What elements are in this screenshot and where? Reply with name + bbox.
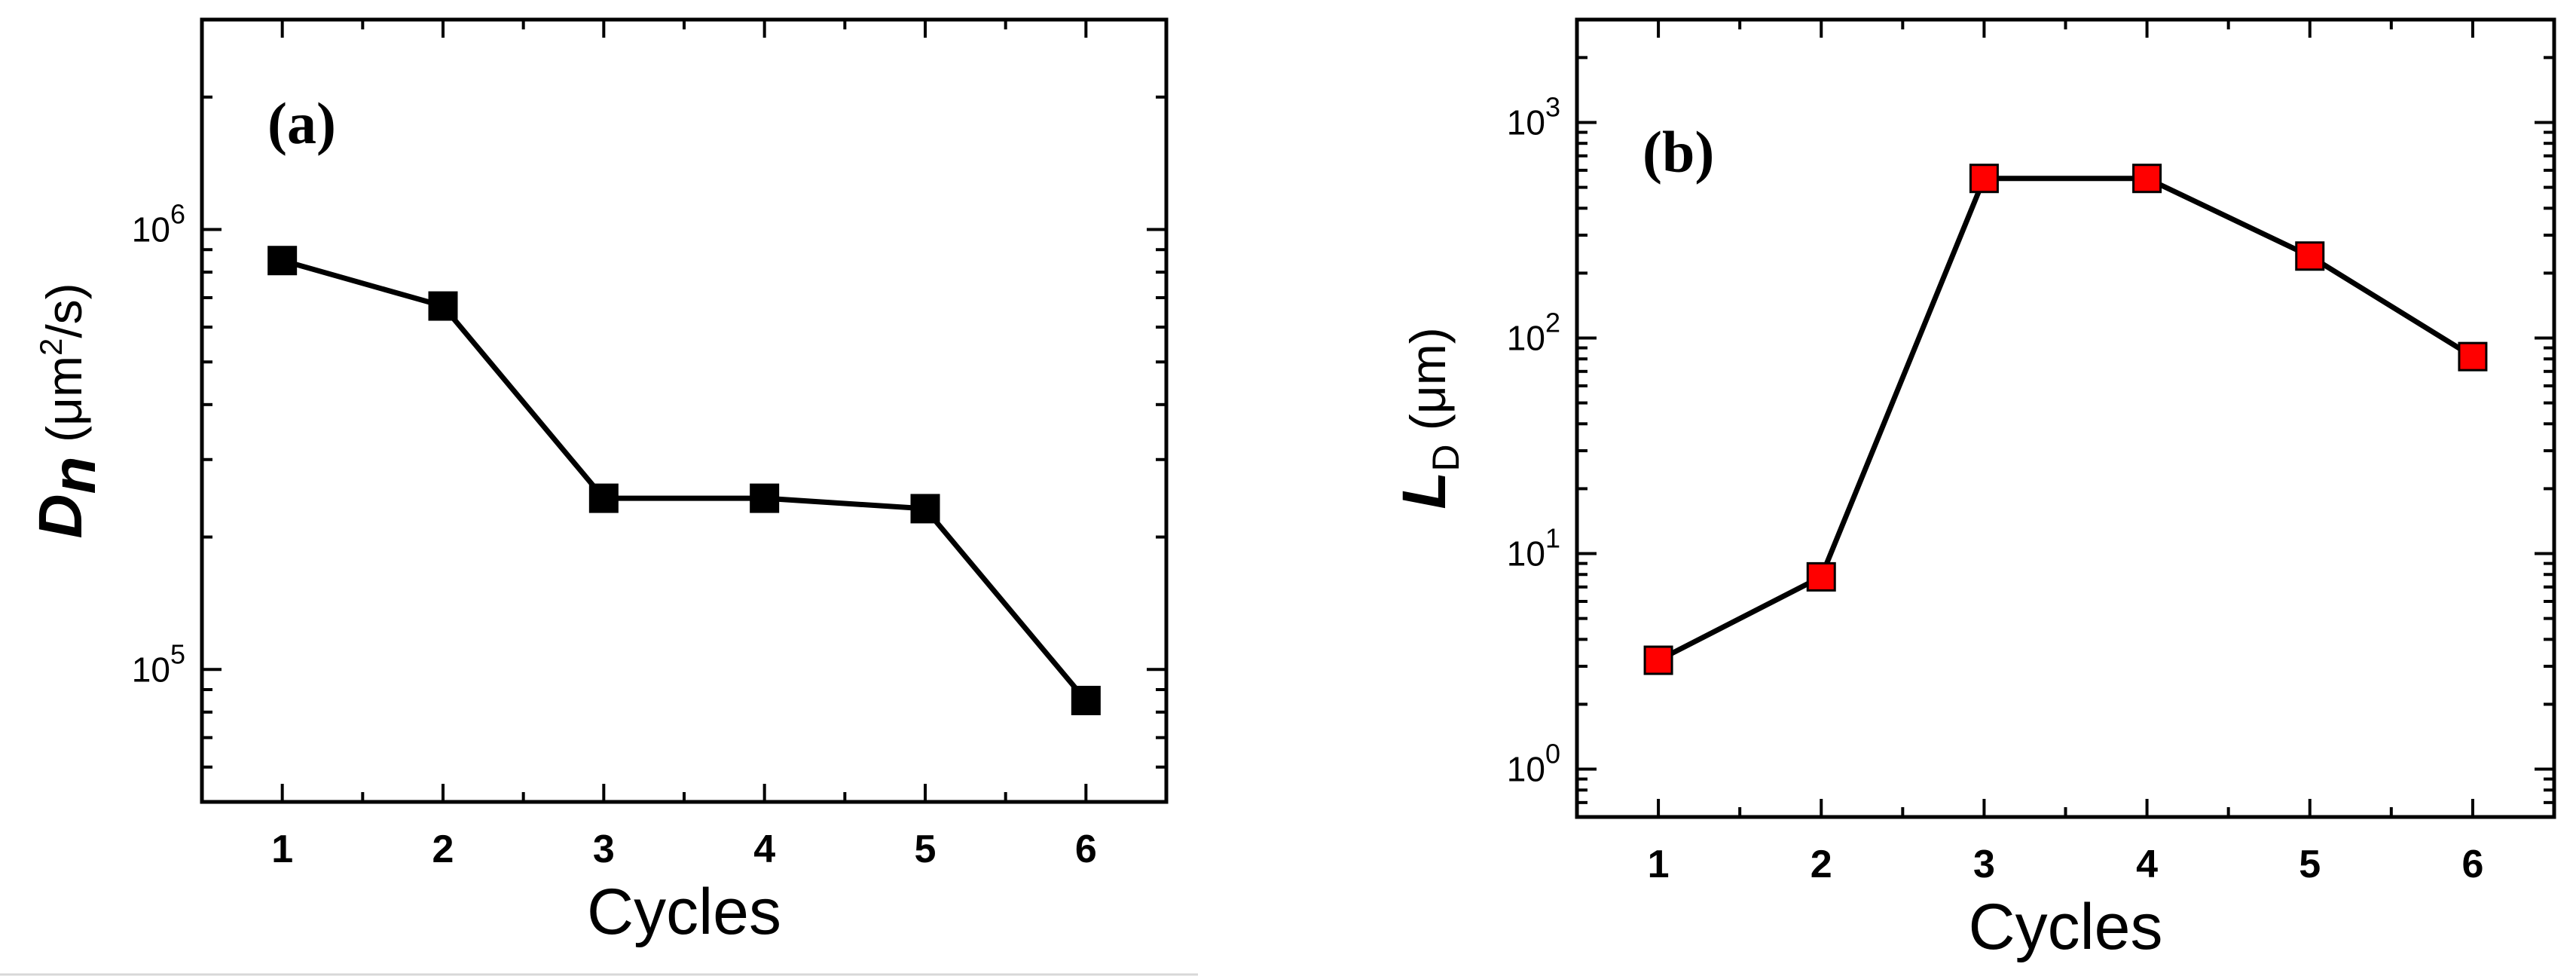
x-tick-label: 3 <box>593 828 615 871</box>
y-tick-label: 100 <box>1507 739 1560 789</box>
data-point <box>1643 645 1673 675</box>
x-axis-title: Cycles <box>587 876 781 948</box>
x-tick-label: 2 <box>432 828 454 871</box>
y-tick-label: 106 <box>132 199 185 249</box>
data-point <box>910 494 940 524</box>
data-point <box>2295 241 2325 271</box>
y-tick-label: 105 <box>132 638 185 689</box>
data-point <box>428 291 458 321</box>
x-tick-label: 5 <box>2299 843 2321 886</box>
data-point <box>2132 164 2162 194</box>
data-point <box>1969 164 1999 194</box>
x-tick-label: 3 <box>1973 843 1995 886</box>
series-line <box>281 258 1089 702</box>
panel-label: (b) <box>1642 119 1714 185</box>
y-axis-title: Dn (μm2/s) <box>26 283 108 538</box>
chart-panel-a: 105 106 1 2 3 4 5 6 Cycles Dn (μm2/s) (a) <box>26 17 1169 948</box>
x-tick-label: 2 <box>1811 843 1832 886</box>
data-point <box>1071 685 1101 715</box>
data-point <box>267 246 298 276</box>
x-tick-label: 1 <box>271 828 293 871</box>
y-tick-label: 102 <box>1507 307 1560 357</box>
series-line <box>1657 176 2474 663</box>
x-tick-label: 4 <box>2136 843 2158 886</box>
minor-ticks <box>1577 56 2554 818</box>
chart-panel-b: 100 101 102 103 1 2 3 4 5 6 Cycles LD (μm) (b) <box>1390 17 2556 963</box>
data-point <box>2458 341 2488 372</box>
y-tick-label: 103 <box>1507 91 1560 142</box>
panel-label: (a) <box>267 90 336 156</box>
x-tick-label: 1 <box>1648 843 1670 886</box>
y-axis-title: LD (μm) <box>1390 327 1467 509</box>
y-tick-label: 101 <box>1507 523 1560 574</box>
data-point <box>750 483 780 513</box>
x-tick-label: 6 <box>2461 843 2483 886</box>
x-axis-title: Cycles <box>1968 891 2162 963</box>
x-tick-label: 5 <box>915 828 937 871</box>
minor-ticks <box>202 95 1166 769</box>
data-point <box>1806 561 1836 592</box>
data-point <box>588 483 619 513</box>
x-tick-label: 4 <box>753 828 775 871</box>
x-tick-label: 6 <box>1075 828 1097 871</box>
